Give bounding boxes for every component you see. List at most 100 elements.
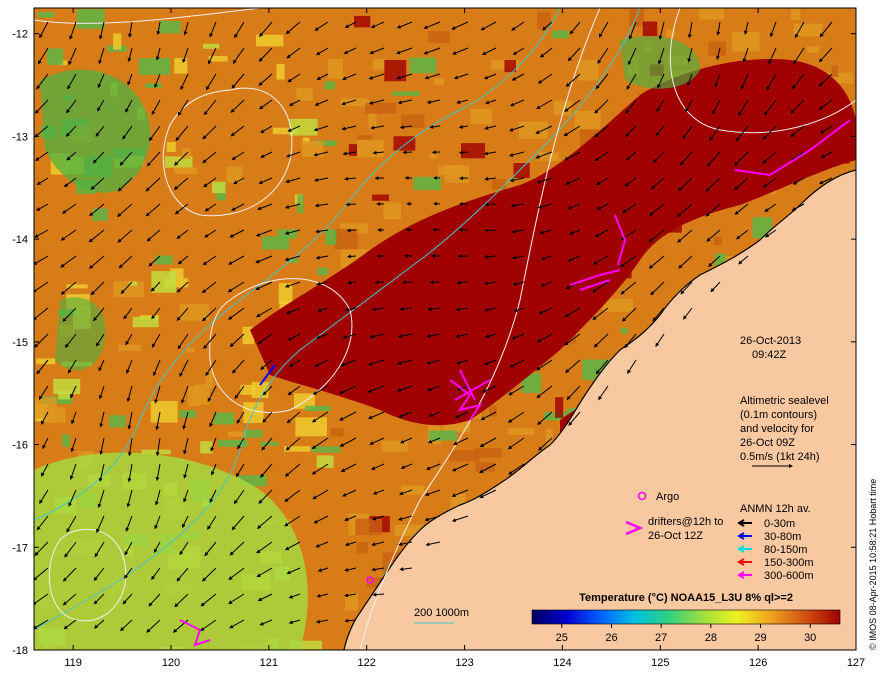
- velocity-arrow: [287, 73, 301, 83]
- sst-patch: [372, 59, 387, 70]
- altimetry-line-1: Altimetric sealevel: [740, 395, 829, 407]
- sst-patch: [551, 30, 569, 39]
- velocity-arrow: [69, 21, 77, 40]
- velocity-arrow: [569, 21, 581, 35]
- velocity-arrow: [182, 515, 189, 529]
- sst-patch: [348, 144, 358, 156]
- velocity-arrow: [369, 437, 385, 445]
- velocity-arrow: [564, 333, 581, 346]
- sst-patch: [546, 428, 553, 450]
- velocity-arrow: [657, 47, 665, 65]
- velocity-arrow: [535, 151, 553, 159]
- anmn-legend-label: 150-300m: [764, 557, 814, 569]
- velocity-arrow: [209, 489, 217, 503]
- velocity-arrow: [98, 463, 105, 482]
- velocity-arrow: [228, 567, 245, 581]
- velocity-arrow: [511, 229, 525, 234]
- velocity-arrow: [762, 151, 777, 164]
- velocity-arrow: [564, 99, 581, 112]
- velocity-arrow: [177, 99, 189, 117]
- velocity-arrow: [119, 151, 133, 166]
- colorbar-tick-label: 28: [705, 632, 717, 644]
- cool-patch-w: [55, 297, 106, 371]
- velocity-arrow: [509, 177, 525, 183]
- velocity-arrow: [203, 333, 217, 350]
- velocity-arrow: [41, 463, 49, 477]
- velocity-arrow: [424, 489, 441, 496]
- velocity-arrow: [316, 593, 329, 598]
- velocity-arrow: [818, 73, 833, 87]
- velocity-arrow: [399, 437, 413, 444]
- sst-patch: [428, 31, 450, 43]
- velocity-arrow: [232, 359, 245, 374]
- drifter-legend-line-1: drifters@12h to: [648, 516, 723, 528]
- sst-patch: [831, 65, 838, 77]
- velocity-arrow: [624, 177, 637, 187]
- velocity-arrow: [764, 99, 777, 116]
- velocity-arrow: [399, 567, 413, 572]
- velocity-arrow: [63, 619, 77, 630]
- velocity-arrow: [154, 73, 161, 89]
- sst-patch: [290, 640, 322, 650]
- sst-patch: [328, 58, 343, 79]
- velocity-arrow: [594, 229, 609, 238]
- sst-patch: [164, 278, 189, 288]
- sst-patch: [200, 441, 213, 454]
- velocity-arrow: [685, 99, 693, 113]
- velocity-arrow: [508, 463, 525, 475]
- argo-legend-icon: [637, 491, 647, 501]
- velocity-arrow: [90, 177, 105, 190]
- velocity-arrow: [258, 489, 273, 504]
- sst-patch: [151, 271, 176, 293]
- velocity-arrow: [708, 255, 721, 267]
- sst-patch: [392, 91, 420, 96]
- velocity-arrow: [258, 99, 273, 110]
- velocity-arrow: [313, 125, 329, 132]
- velocity-arrow: [625, 99, 637, 114]
- velocity-arrow: [818, 99, 833, 111]
- velocity-arrow: [183, 489, 189, 503]
- velocity-arrow: [341, 99, 357, 106]
- velocity-arrow: [537, 411, 553, 425]
- velocity-arrow: [96, 515, 105, 534]
- velocity-arrow: [97, 489, 105, 509]
- velocity-arrow: [233, 177, 245, 185]
- sst-patch: [791, 8, 801, 20]
- velocity-arrow: [230, 99, 245, 113]
- velocity-arrow: [347, 254, 357, 259]
- velocity-arrow: [88, 229, 105, 243]
- altimetry-line-5: 0.5m/s (1kt 24h): [740, 451, 819, 463]
- colorbar-tick-label: 27: [655, 632, 667, 644]
- velocity-arrow: [145, 203, 161, 217]
- sea-level-contours: [34, 8, 856, 650]
- sst-patch: [58, 390, 71, 400]
- sst-patch: [205, 370, 214, 389]
- velocity-arrow: [593, 125, 609, 138]
- sst-patch: [47, 48, 64, 65]
- velocity-arrow: [39, 489, 49, 505]
- sst-patch: [521, 373, 541, 393]
- velocity-arrow: [67, 73, 77, 90]
- velocity-arrow: [126, 489, 133, 508]
- velocity-arrow: [34, 125, 49, 138]
- velocity-arrow: [347, 280, 357, 285]
- velocity-arrow: [483, 73, 497, 80]
- velocity-arrow: [535, 125, 553, 134]
- velocity-arrow: [34, 619, 49, 630]
- velocity-arrow: [90, 281, 105, 296]
- velocity-arrow: [511, 73, 525, 81]
- velocity-arrow: [738, 99, 749, 117]
- velocity-arrow: [480, 21, 497, 31]
- velocity-arrow: [536, 359, 553, 371]
- velocity-arrow: [285, 177, 301, 184]
- sst-patch: [401, 485, 425, 495]
- sst-patch: [208, 56, 228, 62]
- colorbar-tick-label: 26: [605, 632, 617, 644]
- velocity-arrow: [370, 463, 385, 470]
- velocity-arrow: [317, 307, 329, 313]
- velocity-arrow: [176, 567, 189, 582]
- velocity-arrow: [820, 151, 833, 158]
- sst-patch: [325, 229, 337, 245]
- velocity-arrow: [716, 47, 721, 60]
- velocity-arrow: [256, 307, 273, 318]
